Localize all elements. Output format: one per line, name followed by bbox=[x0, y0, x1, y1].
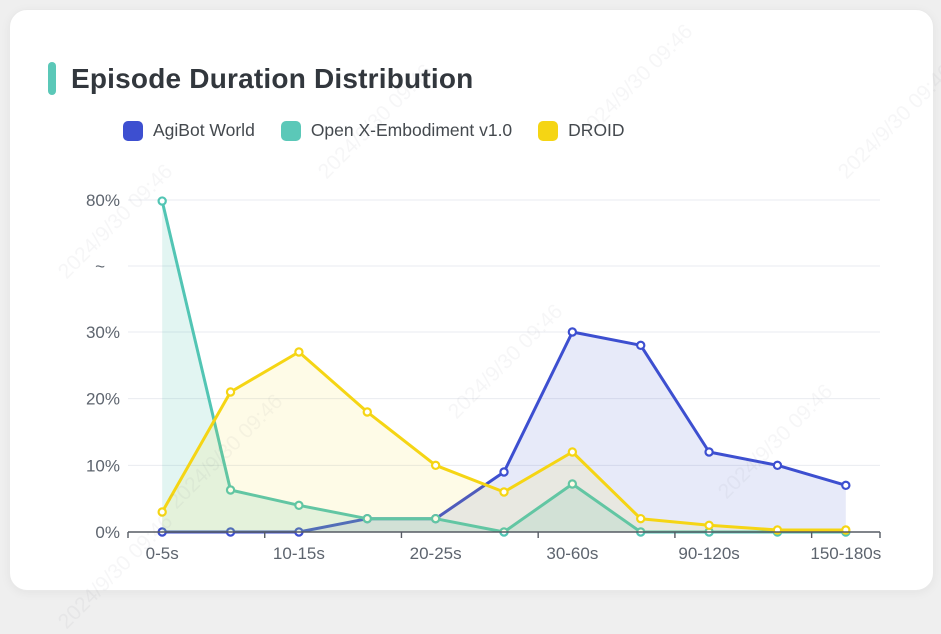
legend-label: DROID bbox=[568, 120, 625, 140]
data-point[interactable] bbox=[157, 507, 167, 517]
data-point[interactable] bbox=[704, 520, 714, 531]
x-axis-label: 150-180s bbox=[810, 544, 881, 563]
page-title: Episode Duration Distribution bbox=[71, 62, 474, 94]
episode-duration-chart: 0-5s 10-15s 20-25s 30-60s 90-120s 150-180s 0% 1… bbox=[86, 191, 881, 563]
legend-label: AgiBot World bbox=[153, 120, 255, 140]
series-area bbox=[162, 352, 846, 532]
chart-card: Episode Duration Distribution AgiBot Wor… bbox=[9, 9, 934, 591]
y-axis-label: 20% bbox=[86, 390, 120, 409]
data-point[interactable] bbox=[499, 487, 509, 497]
x-axis-label: 20-25s bbox=[410, 544, 462, 563]
data-point[interactable] bbox=[841, 480, 851, 491]
data-point[interactable] bbox=[225, 485, 236, 495]
title-accent-bar bbox=[48, 62, 56, 95]
legend-marker-icon bbox=[123, 120, 143, 141]
y-axis-label: 10% bbox=[86, 456, 120, 475]
title-row: Episode Duration Distribution bbox=[48, 62, 473, 95]
data-point[interactable] bbox=[499, 467, 509, 477]
legend-label: Open X-Embodiment v1.0 bbox=[310, 120, 513, 140]
data-point[interactable] bbox=[430, 513, 441, 524]
data-point[interactable] bbox=[636, 340, 646, 351]
x-axis-label: 30-60s bbox=[546, 544, 598, 563]
x-axis-label: 10-15s bbox=[273, 544, 325, 563]
data-point[interactable] bbox=[567, 327, 578, 337]
series-area bbox=[162, 332, 846, 532]
x-axis-label: 0-5s bbox=[146, 544, 179, 563]
legend-marker-icon bbox=[538, 120, 559, 141]
legend-item-droid[interactable]: DROID bbox=[538, 120, 625, 141]
data-point[interactable] bbox=[636, 513, 646, 524]
legend-marker-icon bbox=[280, 120, 301, 141]
data-point[interactable] bbox=[294, 347, 304, 357]
legend-item-agibot-world[interactable]: AgiBot World bbox=[123, 120, 255, 141]
x-axis-label: 90-120s bbox=[678, 544, 739, 563]
data-point[interactable] bbox=[294, 500, 304, 511]
series-area bbox=[162, 201, 846, 532]
data-point[interactable] bbox=[704, 447, 714, 457]
data-point[interactable] bbox=[157, 196, 167, 206]
data-point[interactable] bbox=[225, 387, 236, 397]
y-axis-label: 30% bbox=[86, 323, 120, 342]
y-axis-label: ~ bbox=[95, 257, 105, 276]
chart-legend: AgiBot World Open X-Embodiment v1.0 DROID bbox=[123, 120, 625, 141]
data-point[interactable] bbox=[567, 447, 578, 457]
legend-item-open-x-embodiment-v1-0[interactable]: Open X-Embodiment v1.0 bbox=[280, 120, 513, 141]
data-point[interactable] bbox=[772, 460, 783, 471]
data-point[interactable] bbox=[362, 407, 372, 417]
data-point[interactable] bbox=[430, 460, 441, 471]
y-axis-label: 80% bbox=[86, 191, 120, 210]
y-axis-label: 0% bbox=[95, 523, 120, 542]
data-point[interactable] bbox=[362, 513, 372, 524]
data-point[interactable] bbox=[567, 479, 578, 489]
